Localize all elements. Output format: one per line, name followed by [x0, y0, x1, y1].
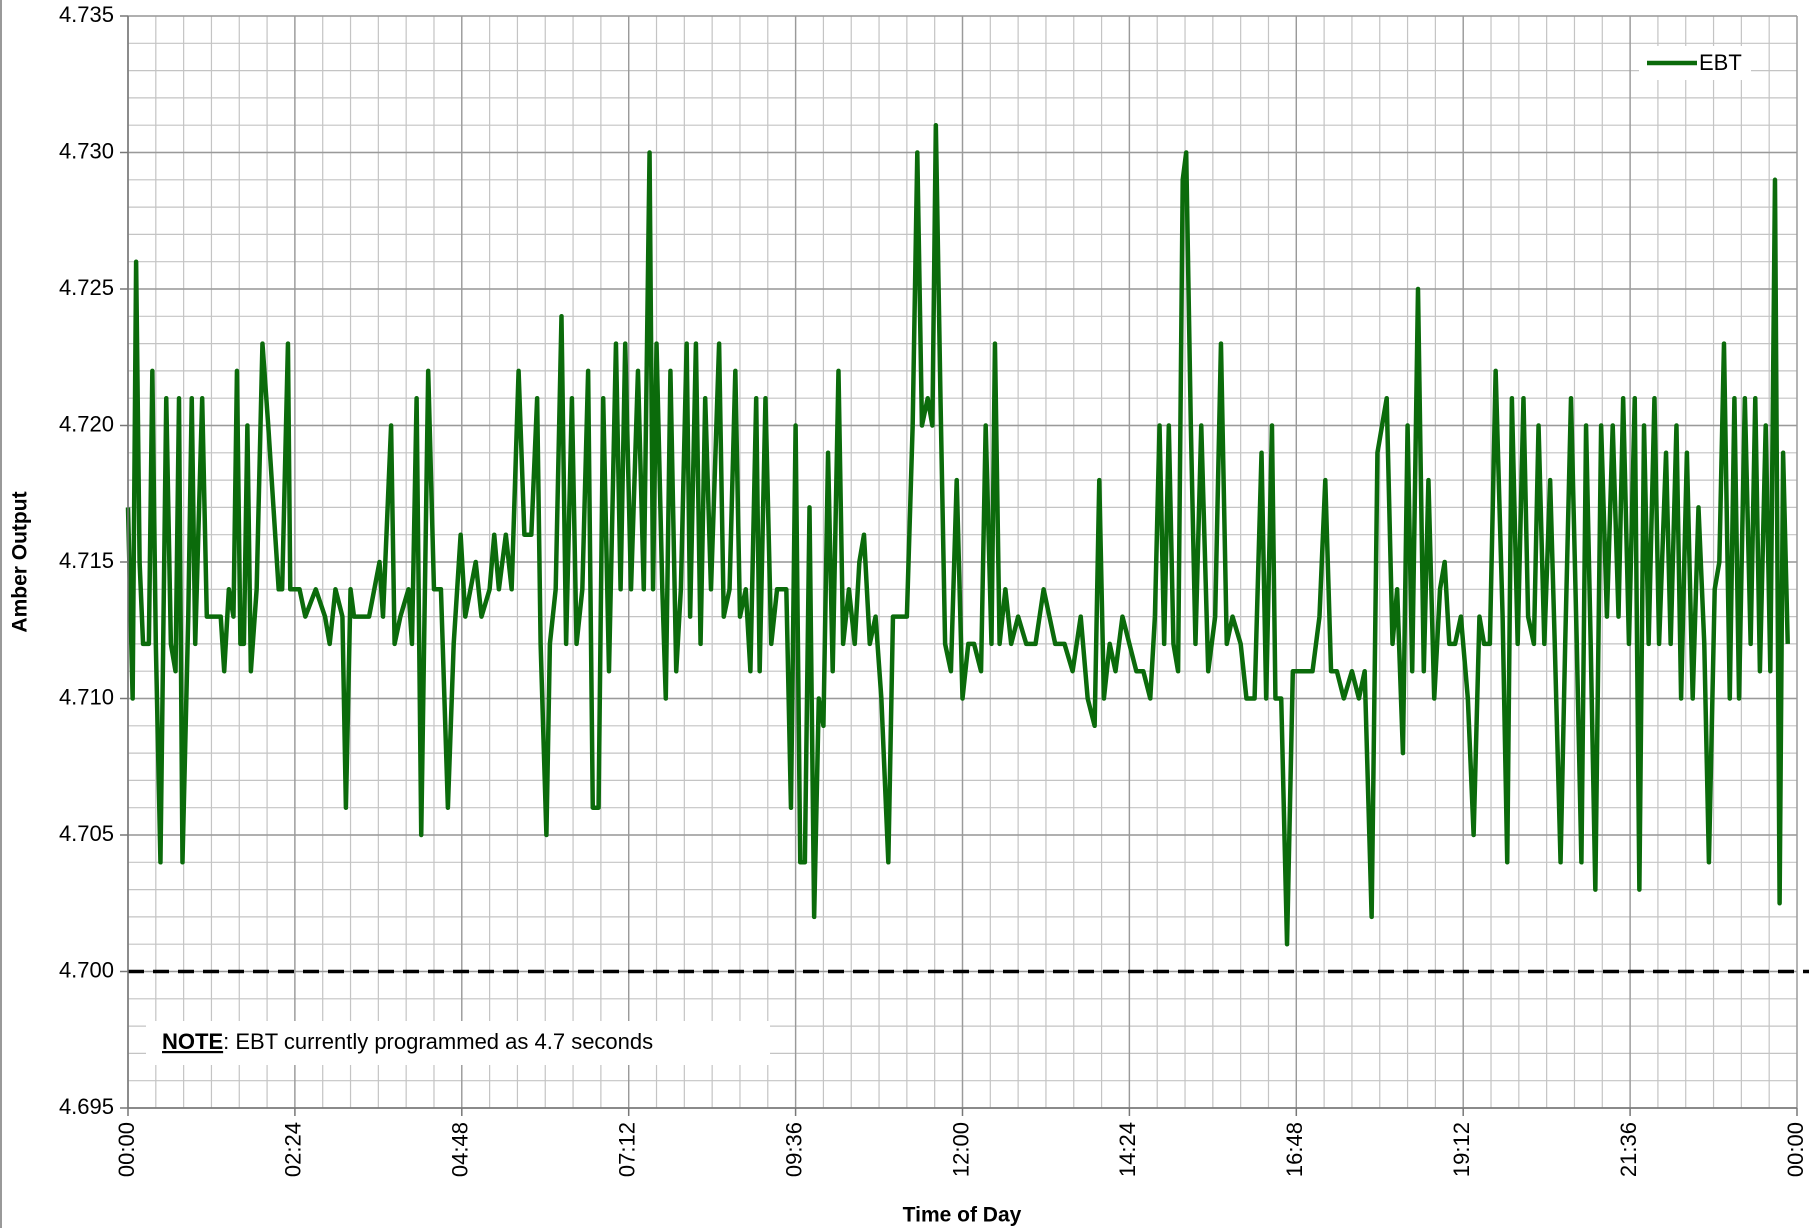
- x-tick-label: 09:36: [781, 1122, 806, 1177]
- annotation-box: [146, 1021, 770, 1065]
- data-line: [125, 122, 1790, 947]
- legend: EBT: [1639, 46, 1751, 80]
- y-tick-label: 4.735: [59, 2, 114, 27]
- x-tick-label: 14:24: [1115, 1122, 1140, 1177]
- x-tick-label: 19:12: [1449, 1122, 1474, 1177]
- plot: [125, 122, 1809, 974]
- legend-label: EBT: [1699, 50, 1742, 75]
- annotation-body: : EBT currently programmed as 4.7 second…: [223, 1029, 653, 1054]
- y-axis-title: Amber Output: [9, 491, 32, 632]
- y-tick-label: 4.705: [59, 821, 114, 846]
- x-tick-label: 00:00: [1783, 1122, 1808, 1177]
- axes: 4.695 4.700 4.705 4.710 4.715 4.720 4.725 4.730…: [59, 2, 1808, 1177]
- x-axis-title: Time of Day: [903, 1204, 1022, 1227]
- y-tick-label: 4.715: [59, 548, 114, 573]
- annotation-text: NOTE: EBT currently programmed as 4.7 se…: [162, 1029, 653, 1054]
- x-tick-label: 21:36: [1616, 1122, 1641, 1177]
- y-tick-label: 4.695: [59, 1094, 114, 1119]
- annotation-label: NOTE: [162, 1029, 223, 1054]
- y-tick-label: 4.710: [59, 684, 114, 709]
- y-tick-label: 4.730: [59, 138, 114, 163]
- annotation: NOTE: EBT currently programmed as 4.7 se…: [146, 1021, 770, 1065]
- x-tick-label: 12:00: [948, 1122, 973, 1177]
- x-tick-label: 07:12: [615, 1122, 640, 1177]
- y-tick-label: 4.720: [59, 411, 114, 436]
- x-tick-label: 04:48: [448, 1122, 473, 1177]
- y-tick-label: 4.725: [59, 275, 114, 300]
- x-tick-label: 16:48: [1282, 1122, 1307, 1177]
- x-tick-label: 02:24: [281, 1122, 306, 1177]
- y-tick-label: 4.700: [59, 957, 114, 982]
- x-tick-label: 00:00: [114, 1122, 139, 1177]
